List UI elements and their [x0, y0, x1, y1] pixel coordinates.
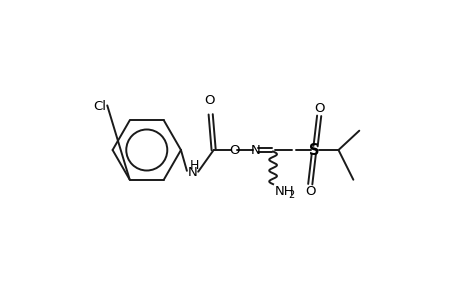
Text: O: O	[313, 102, 324, 115]
Text: O: O	[304, 185, 315, 198]
Text: 2: 2	[288, 190, 294, 200]
Text: N: N	[188, 166, 197, 179]
Text: Cl: Cl	[93, 100, 106, 113]
Text: NH: NH	[274, 185, 294, 198]
Text: O: O	[203, 94, 214, 107]
Text: O: O	[229, 143, 239, 157]
Text: H: H	[189, 159, 199, 172]
Text: N: N	[250, 143, 260, 157]
Text: S: S	[309, 142, 319, 158]
